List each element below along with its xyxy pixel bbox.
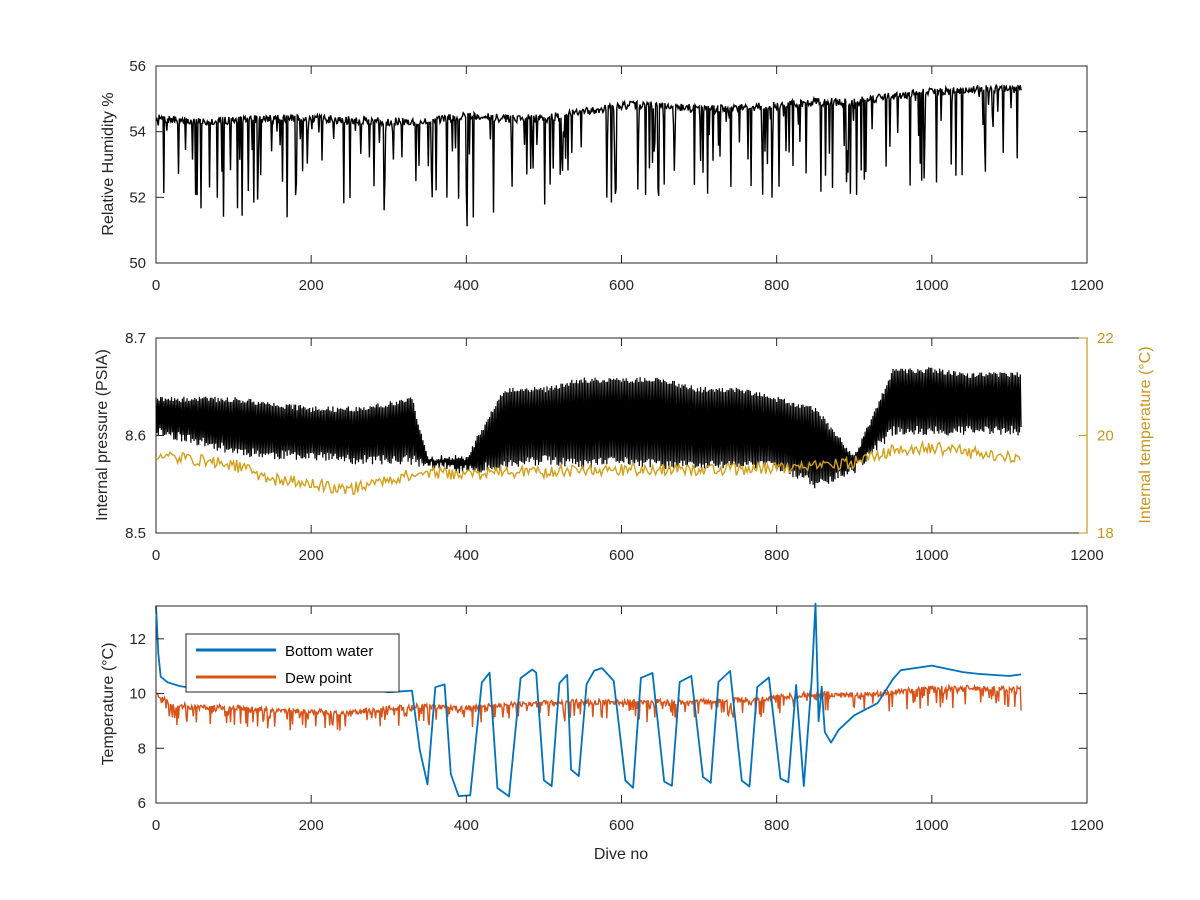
x-tick-label: 1000 xyxy=(915,547,948,564)
humidity-line xyxy=(155,83,1022,227)
x-tick-label: 800 xyxy=(764,547,789,564)
y-tick-label: 54 xyxy=(129,124,146,141)
pressure-panel: 0 200 400 600 800 1000 1200 8.5 8.6 8.7 18 20 22 I… xyxy=(94,330,1154,564)
x-tick-label: 1000 xyxy=(915,817,948,834)
pressure-series-group xyxy=(155,367,1022,496)
internal-temperature-line xyxy=(155,439,1021,496)
temperature-y-ticks: 6 8 10 12 xyxy=(129,631,1087,812)
x-tick-label: 600 xyxy=(609,277,634,294)
x-tick-label: 1200 xyxy=(1070,277,1103,294)
x-tick-label: 400 xyxy=(454,277,479,294)
right-y-tick-label: 22 xyxy=(1097,330,1114,347)
y-tick-label: 8.6 xyxy=(125,428,146,445)
x-tick-label: 0 xyxy=(152,817,160,834)
legend: Bottom water Dew point xyxy=(185,633,400,693)
series-bottom-water-line xyxy=(155,602,1022,798)
pressure-y-ticks: 8.5 8.6 8.7 xyxy=(125,330,164,542)
y-tick-label: 8 xyxy=(138,740,146,757)
x-tick-label: 600 xyxy=(609,547,634,564)
y-tick-label: 12 xyxy=(129,631,146,648)
x-tick-label: 1200 xyxy=(1070,817,1103,834)
x-tick-label: 200 xyxy=(299,277,324,294)
legend-label-bottom-water: Bottom water xyxy=(285,643,373,660)
humidity-panel: 0 200 400 600 800 1000 1200 50 52 54 56 Relative … xyxy=(100,58,1104,294)
humidity-series-group xyxy=(155,83,1022,227)
x-tick-label: 400 xyxy=(454,547,479,564)
internal-temperature-y-label: Internal temperature (°C) xyxy=(1137,346,1154,523)
y-tick-label: 10 xyxy=(129,686,146,703)
temperature-right-y-ticks: 18 20 22 xyxy=(1079,330,1114,542)
x-tick-label: 400 xyxy=(454,817,479,834)
humidity-y-ticks: 50 52 54 56 xyxy=(129,58,1087,272)
right-y-tick-label: 20 xyxy=(1097,428,1114,445)
y-tick-label: 8.5 xyxy=(125,525,146,542)
humidity-axes-box xyxy=(155,65,1088,264)
y-tick-label: 52 xyxy=(129,189,146,206)
series-dew-point-line xyxy=(155,683,1022,731)
x-tick-label: 200 xyxy=(299,817,324,834)
legend-box xyxy=(185,633,400,693)
humidity-x-ticks: 0 200 400 600 800 1000 1200 xyxy=(152,66,1104,294)
temperature-x-ticks: 0 200 400 600 800 1000 1200 xyxy=(152,606,1104,834)
x-tick-label: 0 xyxy=(152,277,160,294)
humidity-y-label: Relative Humidity % xyxy=(100,92,117,235)
x-tick-label: 800 xyxy=(764,277,789,294)
x-tick-label: 800 xyxy=(764,817,789,834)
y-tick-label: 50 xyxy=(129,255,146,272)
x-tick-label: 0 xyxy=(152,547,160,564)
x-tick-label: 200 xyxy=(299,547,324,564)
x-axis-label: Dive no xyxy=(594,846,648,863)
x-tick-label: 1200 xyxy=(1070,547,1103,564)
x-tick-label: 1000 xyxy=(915,277,948,294)
temperature-panel: 0 200 400 600 800 1000 1200 6 8 10 12 Temperature… xyxy=(100,602,1104,863)
temperature-series-group xyxy=(155,602,1022,798)
legend-label-dew-point: Dew point xyxy=(285,670,353,687)
x-tick-label: 600 xyxy=(609,817,634,834)
y-tick-label: 6 xyxy=(138,795,146,812)
y-tick-label: 56 xyxy=(129,58,146,75)
right-y-tick-label: 18 xyxy=(1097,525,1114,542)
temperature-y-label: Temperature (°C) xyxy=(100,643,117,766)
y-tick-label: 8.7 xyxy=(125,330,146,347)
pressure-y-label: Internal pressure (PSIA) xyxy=(94,349,111,521)
pressure-line xyxy=(155,367,1022,489)
